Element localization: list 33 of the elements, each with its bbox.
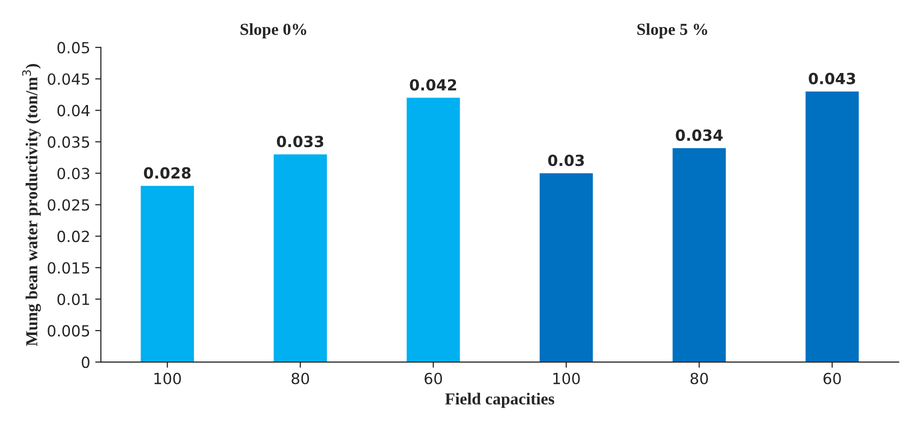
y-tick-label: 0 <box>82 356 90 368</box>
y-axis-title: Mung bean water productivity (ton/m$^{3}$) <box>22 64 41 346</box>
x-tick-label: 100 <box>154 372 181 384</box>
y-tick-label: 0.025 <box>48 199 90 211</box>
bar <box>274 154 327 362</box>
x-tick-label: 80 <box>690 372 708 384</box>
text: Slope 0% <box>240 23 306 38</box>
data-label: 0.03 <box>548 154 584 166</box>
data-label: 0.028 <box>144 167 191 179</box>
data-label: 0.042 <box>410 79 456 91</box>
y-tick-label: 0.015 <box>48 262 90 274</box>
y-tick-label: 0.05 <box>57 42 90 54</box>
x-tick-label: 60 <box>824 372 841 384</box>
bar <box>140 186 194 362</box>
y-tick-label: 0.035 <box>48 136 90 148</box>
y-tick-label: 0.04 <box>57 104 90 116</box>
data-label: 0.034 <box>676 129 723 141</box>
data-label: 0.033 <box>276 136 324 148</box>
bar <box>806 91 859 362</box>
data-label: 0.043 <box>808 72 856 84</box>
y-tick-label: 0.03 <box>57 168 90 180</box>
y-tick-label: 0.045 <box>48 73 90 85</box>
text: Slope 5 % <box>637 23 708 38</box>
x-axis-title: Field capacities <box>445 392 554 408</box>
bar <box>406 98 460 362</box>
y-tick-label: 0.02 <box>57 230 89 242</box>
bar <box>672 148 726 362</box>
bar <box>540 173 593 362</box>
x-tick-label: 80 <box>292 372 310 384</box>
y-tick-label: 0.005 <box>48 325 90 337</box>
x-tick-label: 60 <box>424 372 442 384</box>
y-tick-label: 0.01 <box>57 294 90 306</box>
x-tick-label: 100 <box>553 372 580 384</box>
